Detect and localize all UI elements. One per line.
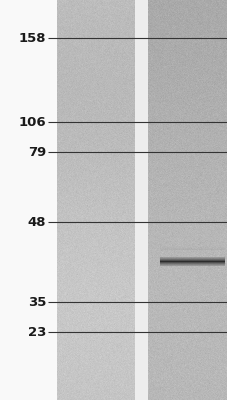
Text: 106: 106 — [18, 116, 46, 128]
Text: 35: 35 — [27, 296, 46, 308]
Text: 79: 79 — [28, 146, 46, 158]
Text: 158: 158 — [18, 32, 46, 44]
Text: 23: 23 — [27, 326, 46, 338]
Text: 48: 48 — [27, 216, 46, 228]
